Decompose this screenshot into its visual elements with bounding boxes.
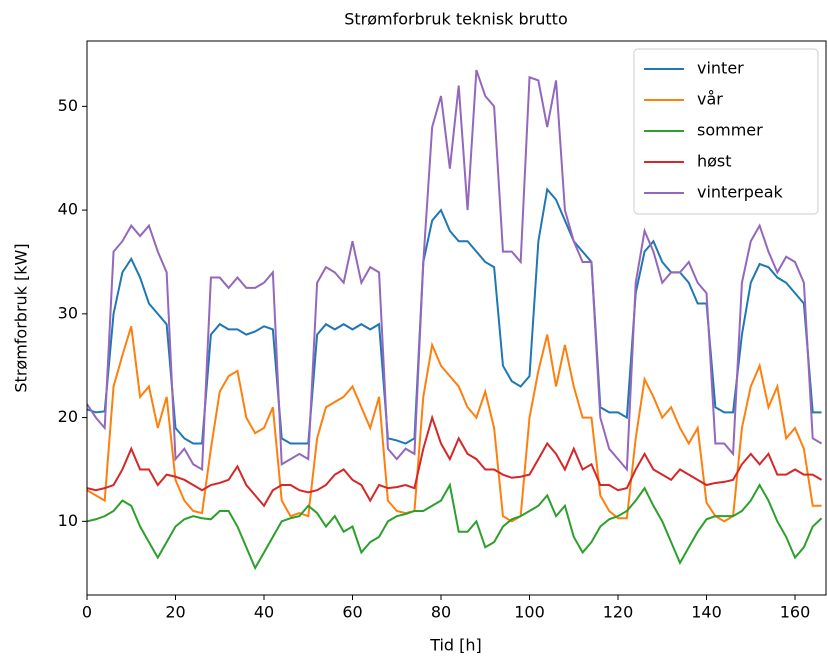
legend-label: vinter	[697, 59, 744, 78]
series-line	[87, 326, 822, 523]
y-tick-label: 40	[58, 200, 78, 219]
chart-title: Strømforbruk teknisk brutto	[344, 10, 567, 29]
x-tick-label: 160	[780, 603, 811, 622]
x-axis-label: Tid [h]	[429, 636, 482, 655]
x-tick-label: 80	[431, 603, 451, 622]
legend-label: sommer	[697, 121, 763, 140]
y-tick-label: 30	[58, 303, 78, 322]
legend-label: vinterpeak	[697, 183, 784, 202]
legend-label: høst	[697, 152, 732, 171]
series-line	[87, 414, 823, 508]
series-line	[87, 482, 823, 571]
x-tick-label: 40	[254, 603, 274, 622]
x-tick-label: 140	[691, 603, 722, 622]
y-axis-label: Strømforbruk [kW]	[12, 243, 31, 392]
series-line	[87, 69, 823, 473]
plot-frame	[86, 40, 827, 596]
x-tick-label: 20	[165, 603, 185, 622]
series-line	[87, 187, 822, 445]
y-tick-label: 50	[58, 96, 78, 115]
y-tick-label: 20	[58, 407, 78, 426]
legend-label: vår	[697, 90, 723, 109]
y-tick-label: 10	[58, 511, 78, 530]
legend-box	[633, 48, 819, 215]
x-tick-label: 60	[342, 603, 362, 622]
x-tick-label: 120	[603, 603, 634, 622]
x-tick-label: 0	[82, 603, 92, 622]
x-tick-label: 100	[514, 603, 545, 622]
